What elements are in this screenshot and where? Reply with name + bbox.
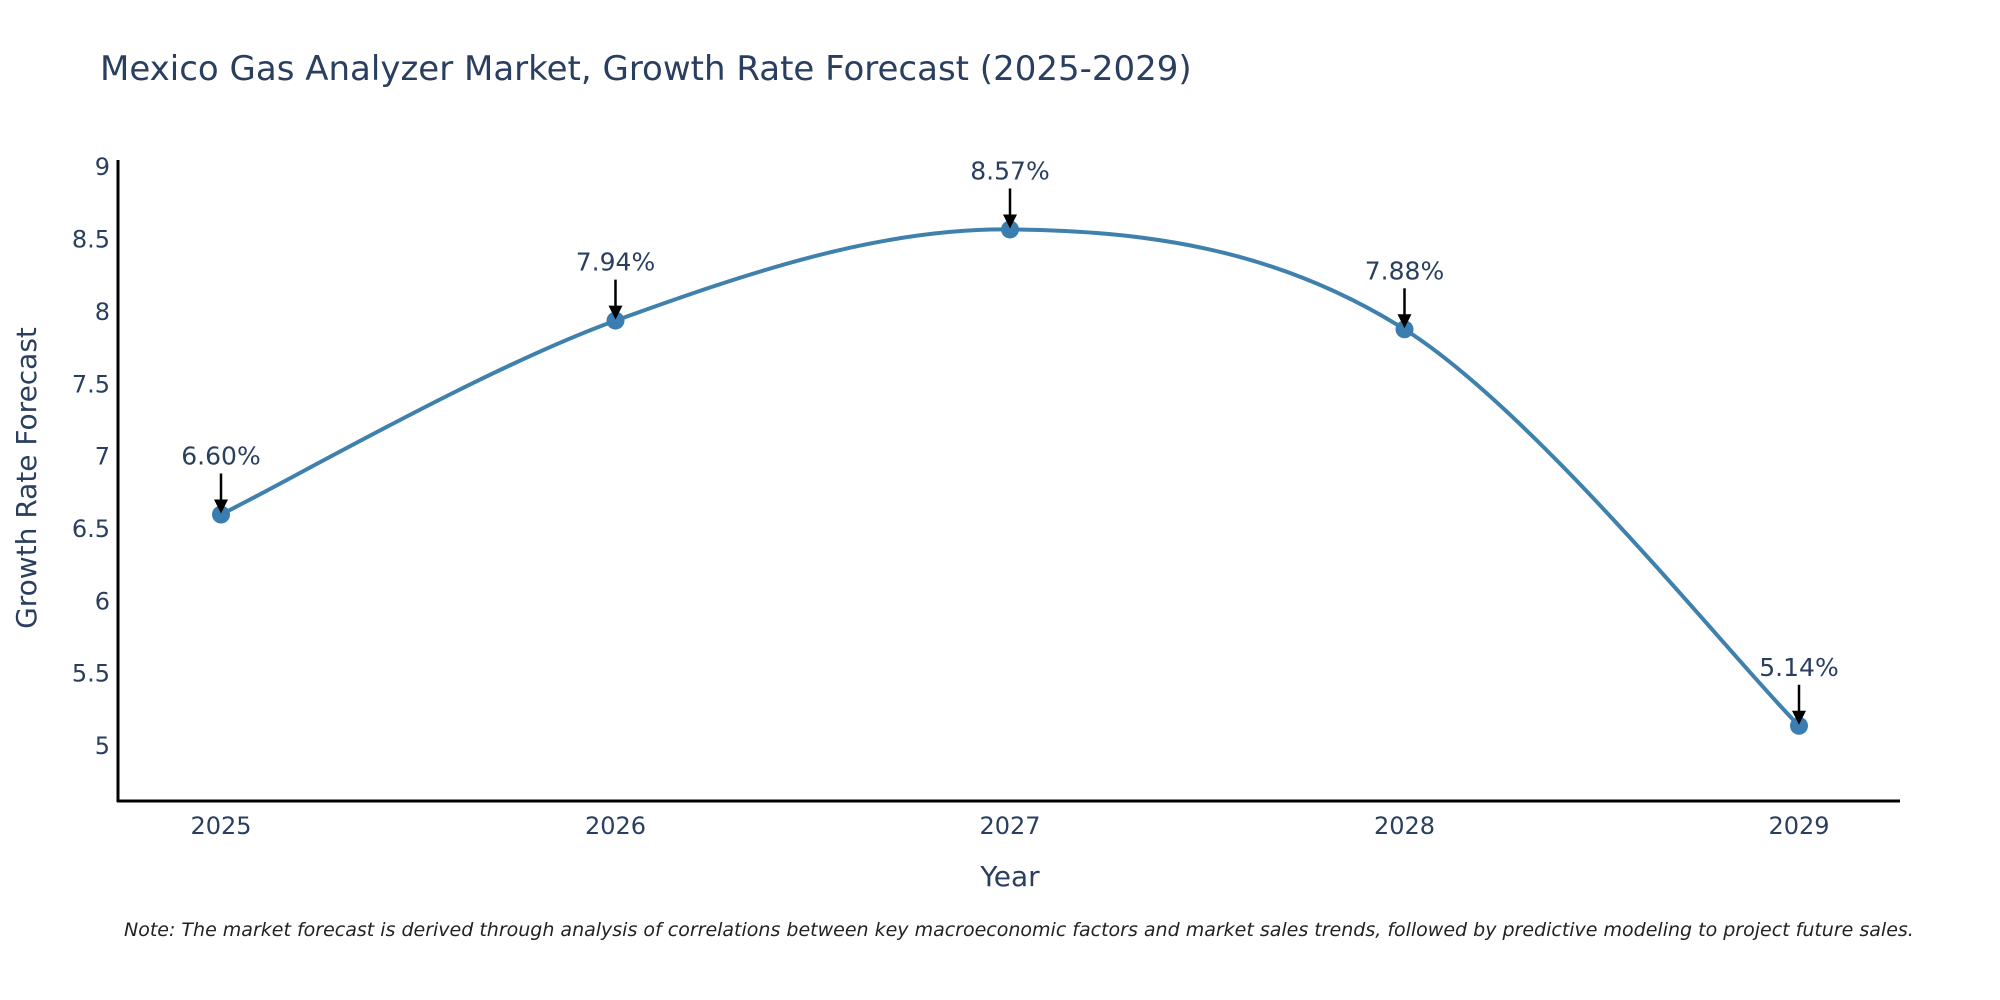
series-markers [212,220,1808,735]
chart-title: Mexico Gas Analyzer Market, Growth Rate … [100,49,1192,89]
x-tick-label: 2026 [585,812,646,840]
y-tick-label: 6.5 [72,515,110,543]
y-tick-label: 8.5 [72,226,110,254]
data-point [1001,220,1019,239]
data-label: 5.14% [1759,653,1838,682]
x-tick-label: 2027 [979,812,1040,840]
data-label: 6.60% [181,442,260,471]
annotation-arrowhead [1792,710,1806,725]
annotation-arrowhead [214,499,228,514]
x-tick-label: 2029 [1768,812,1829,840]
x-tick-label: 2025 [190,812,251,840]
y-tick-label: 5.5 [72,660,110,688]
y-axis-ticks: 5 5.5 6 6.5 7 7.5 8 8.5 9 [72,153,110,760]
x-axis-ticks: 2025 2026 2027 2028 2029 [190,812,1829,840]
series-line [220,227,1801,728]
y-tick-label: 7.5 [72,370,110,398]
y-tick-label: 9 [95,153,110,181]
data-point [1790,716,1808,735]
data-label: 7.94% [576,248,655,277]
y-tick-label: 6 [95,587,110,615]
data-point [606,311,625,330]
x-tick-label: 2028 [1374,812,1435,840]
data-point [212,505,230,524]
data-label: 8.57% [970,156,1049,185]
data-label: 7.88% [1365,256,1444,285]
y-tick-label: 7 [95,443,110,471]
annotation-arrowhead [1003,214,1017,229]
y-tick-label: 8 [95,298,110,326]
footnote: Note: The market forecast is derived thr… [124,919,1914,941]
x-axis-title: Year [979,860,1040,893]
data-point [1395,320,1414,339]
annotation-arrowhead [1397,314,1412,329]
data-annotations: 6.60% 7.94% 8.57% 7.88% 5.14% [181,156,1839,725]
annotation-arrowhead [608,305,623,320]
y-tick-label: 5 [95,732,110,760]
y-axis-title: Growth Rate Forecast [10,327,43,629]
